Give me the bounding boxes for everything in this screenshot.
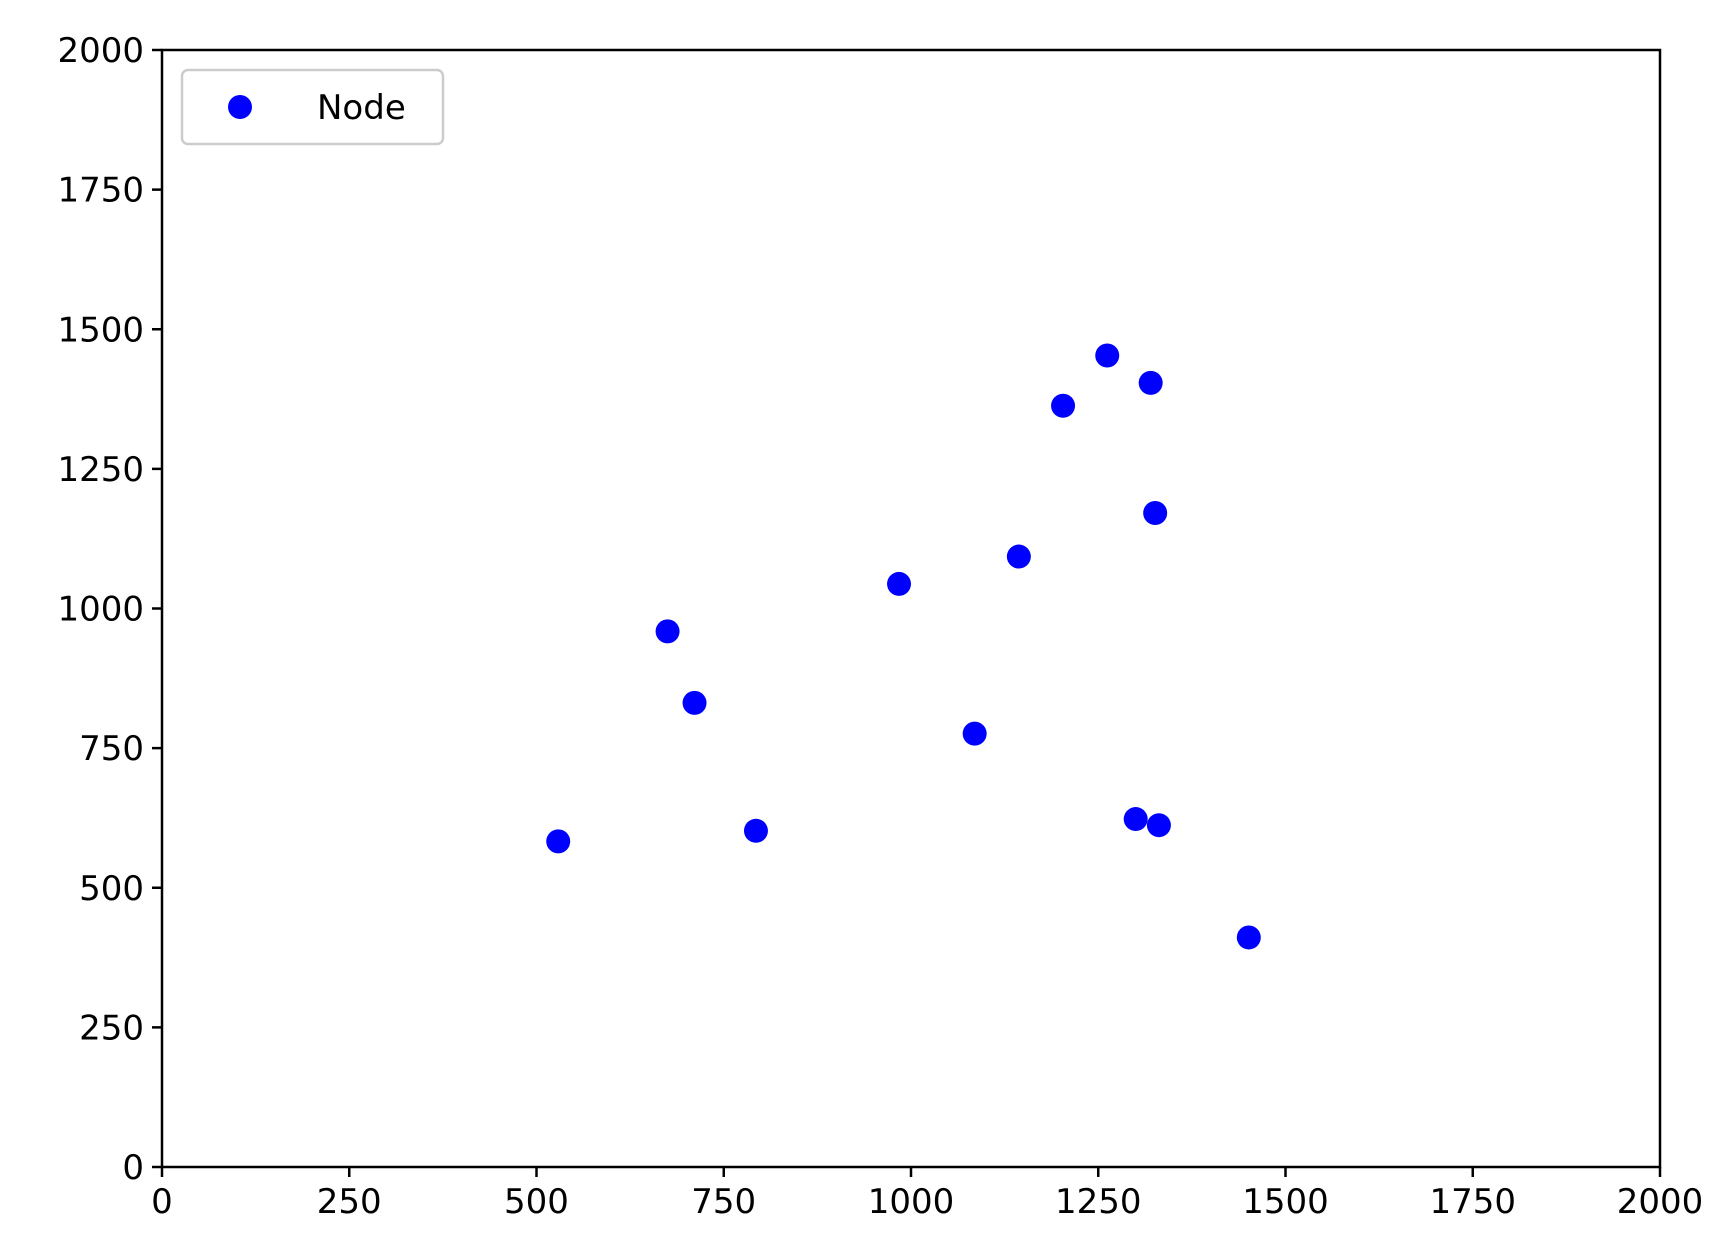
data-points-group (546, 343, 1261, 950)
data-point (1236, 925, 1261, 950)
x-axis-ticks: 0 250 500 750 1000 1250 1500 1750 2000 (151, 1167, 1703, 1222)
y-tick-label: 1250 (57, 450, 144, 490)
x-tick-label: 1250 (1055, 1182, 1142, 1222)
data-point (1006, 544, 1031, 569)
data-point (743, 818, 768, 843)
x-tick-label: 750 (691, 1182, 756, 1222)
data-point (1051, 393, 1076, 418)
y-tick-label: 1750 (57, 171, 144, 211)
data-point (1095, 343, 1120, 368)
x-tick-label: 2000 (1617, 1182, 1704, 1222)
data-point (546, 829, 571, 854)
y-tick-label: 750 (79, 729, 144, 769)
legend-box (180, 68, 445, 146)
y-tick-label: 1500 (57, 310, 144, 350)
legend-label-node: Node (317, 88, 406, 128)
legend: Node (180, 68, 445, 146)
y-tick-label: 1000 (57, 590, 144, 630)
y-tick-label: 0 (122, 1148, 144, 1188)
data-point (682, 690, 707, 715)
data-point (1146, 813, 1171, 838)
y-axis-ticks: 0 250 500 750 1000 1250 1500 1750 2000 (57, 31, 162, 1188)
x-tick-label: 500 (504, 1182, 569, 1222)
y-tick-label: 500 (79, 869, 144, 909)
x-tick-label: 1000 (868, 1182, 955, 1222)
data-point (962, 721, 987, 746)
y-tick-label: 2000 (57, 31, 144, 71)
data-point (1123, 807, 1148, 832)
x-tick-label: 250 (317, 1182, 382, 1222)
data-point (655, 619, 680, 644)
data-point (1143, 500, 1168, 525)
x-tick-label: 1500 (1242, 1182, 1329, 1222)
data-point (1138, 370, 1163, 395)
plot-area-frame (160, 48, 1662, 1169)
x-tick-label: 1750 (1429, 1182, 1516, 1222)
legend-marker (228, 95, 252, 119)
data-point (887, 571, 912, 596)
y-tick-label: 250 (79, 1008, 144, 1048)
x-tick-label: 0 (151, 1182, 173, 1222)
